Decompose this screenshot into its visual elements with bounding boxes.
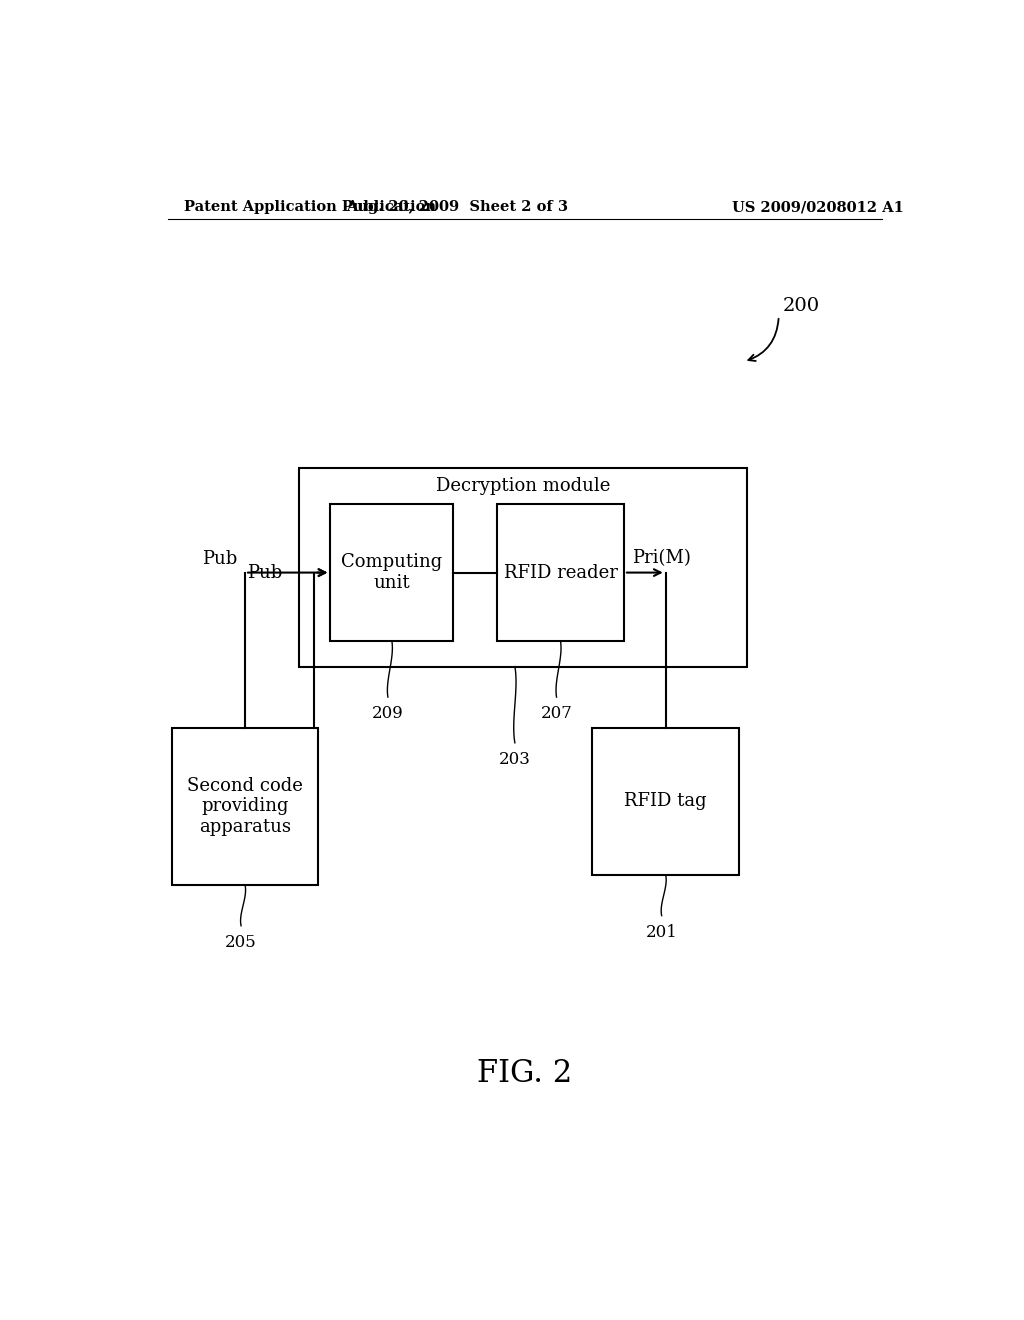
Text: Pri(M): Pri(M) [632, 549, 691, 568]
Text: 209: 209 [372, 705, 403, 722]
Text: US 2009/0208012 A1: US 2009/0208012 A1 [732, 201, 904, 214]
Text: Pub: Pub [248, 564, 283, 582]
Text: 207: 207 [541, 705, 572, 722]
Text: Second code
providing
apparatus: Second code providing apparatus [187, 776, 303, 836]
Text: Patent Application Publication: Patent Application Publication [183, 201, 435, 214]
FancyBboxPatch shape [172, 727, 318, 886]
FancyBboxPatch shape [497, 504, 624, 642]
Text: RFID reader: RFID reader [504, 564, 617, 582]
FancyBboxPatch shape [592, 727, 739, 875]
FancyArrowPatch shape [749, 318, 778, 360]
Text: 203: 203 [499, 751, 530, 768]
FancyBboxPatch shape [331, 504, 454, 642]
Text: FIG. 2: FIG. 2 [477, 1057, 572, 1089]
Text: 200: 200 [782, 297, 820, 314]
Text: RFID tag: RFID tag [625, 792, 707, 810]
Text: Decryption module: Decryption module [435, 477, 610, 495]
Text: 205: 205 [225, 935, 257, 950]
Text: Pub: Pub [202, 549, 238, 568]
Text: Computing
unit: Computing unit [341, 553, 442, 591]
Text: Aug. 20, 2009  Sheet 2 of 3: Aug. 20, 2009 Sheet 2 of 3 [346, 201, 568, 214]
FancyBboxPatch shape [299, 469, 746, 667]
Text: 201: 201 [646, 924, 678, 941]
